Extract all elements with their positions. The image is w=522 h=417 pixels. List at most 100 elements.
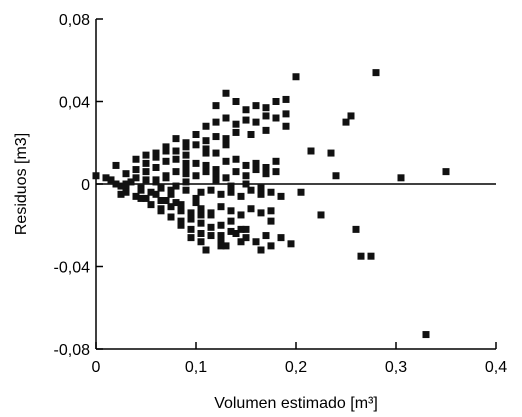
data-point [242, 161, 250, 169]
data-point [217, 203, 225, 211]
data-point [132, 192, 140, 200]
data-point [162, 157, 170, 165]
data-point [132, 174, 140, 182]
data-point [172, 155, 180, 163]
data-point [202, 145, 210, 153]
data-point [342, 118, 350, 126]
data-point [132, 155, 140, 163]
data-point [202, 122, 210, 130]
data-point [152, 149, 160, 157]
data-point [192, 141, 200, 149]
data-point [207, 209, 215, 217]
data-point [227, 188, 235, 196]
data-point [192, 199, 200, 207]
data-point [152, 153, 160, 161]
data-point [192, 131, 200, 138]
data-point [277, 234, 285, 242]
data-point [142, 159, 150, 167]
data-point [232, 230, 240, 237]
data-point [277, 192, 285, 200]
data-point [182, 143, 190, 151]
data-point [177, 207, 185, 215]
data-point [207, 232, 215, 240]
data-point [247, 131, 255, 138]
data-point [207, 223, 215, 231]
data-point [127, 178, 135, 186]
data-point [182, 178, 190, 186]
data-point [112, 180, 120, 188]
y-tick-label: 0,04 [59, 95, 90, 112]
data-point [442, 168, 450, 176]
data-point [212, 133, 220, 141]
data-point [222, 114, 230, 122]
data-point [247, 186, 255, 194]
data-point [197, 211, 205, 219]
data-point [177, 217, 185, 225]
data-point [232, 120, 240, 128]
data-point [162, 174, 170, 182]
data-point [212, 102, 220, 110]
data-point [257, 184, 265, 192]
data-point [212, 149, 220, 157]
data-point [182, 170, 190, 178]
data-point [242, 116, 250, 124]
data-point [232, 155, 240, 163]
y-tick-label: -0,04 [54, 260, 91, 277]
data-point [157, 197, 165, 204]
y-tick-label: 0,08 [59, 12, 90, 29]
data-point [217, 221, 225, 229]
data-point [192, 194, 200, 202]
data-point [297, 188, 305, 196]
data-point [237, 192, 245, 200]
data-point [262, 170, 270, 178]
data-point [272, 168, 280, 176]
data-point [197, 230, 205, 237]
data-point [182, 186, 190, 194]
data-point [182, 164, 190, 171]
data-point [237, 225, 245, 233]
data-point [147, 188, 155, 196]
data-point [197, 188, 205, 196]
data-point [207, 186, 215, 194]
data-point [227, 217, 235, 225]
data-point [282, 110, 290, 118]
data-point [212, 166, 220, 174]
data-point [267, 242, 275, 250]
data-point [267, 207, 275, 215]
data-point [187, 215, 195, 223]
data-point [117, 182, 125, 190]
data-point [397, 174, 405, 182]
data-point [112, 161, 120, 169]
data-point [352, 225, 360, 233]
data-point [222, 174, 230, 182]
data-point [92, 172, 100, 180]
data-point [247, 205, 255, 213]
data-point [332, 172, 340, 180]
data-point [142, 176, 150, 184]
data-point [217, 232, 225, 240]
y-tick-label: 0 [81, 177, 90, 194]
data-point [157, 184, 165, 192]
data-point [262, 232, 270, 240]
data-point [142, 151, 150, 159]
data-point [242, 106, 250, 114]
data-point [242, 172, 250, 180]
data-point [262, 164, 270, 171]
data-point [262, 126, 270, 134]
data-point [252, 159, 260, 167]
data-point [172, 199, 180, 207]
data-point [347, 112, 355, 120]
data-point [227, 182, 235, 190]
data-point [197, 219, 205, 227]
data-point [137, 194, 145, 202]
data-point [237, 211, 245, 219]
x-axis-title: Volumen estimado [m³] [214, 395, 378, 412]
data-point [122, 188, 130, 196]
data-point [267, 188, 275, 196]
data-point [227, 227, 235, 235]
data-point [197, 205, 205, 213]
data-point [152, 176, 160, 184]
y-axis-title: Residuos [m3] [13, 133, 30, 235]
data-point [307, 147, 315, 155]
data-point [262, 112, 270, 120]
